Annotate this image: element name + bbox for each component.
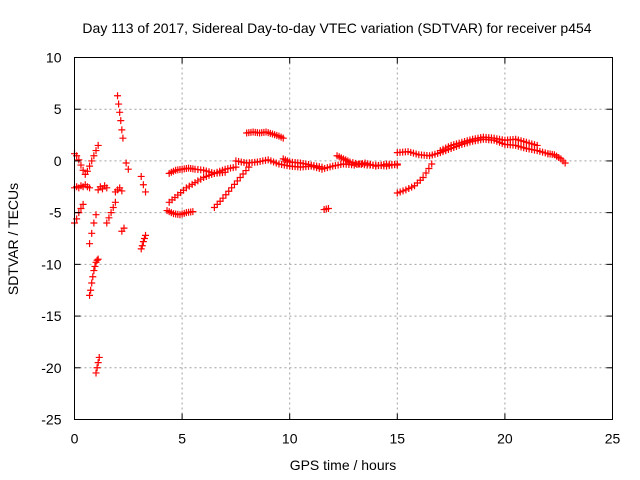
x-tick-label: 0 <box>71 431 79 447</box>
data-point-track-aa <box>533 141 541 149</box>
data-point-track-h <box>103 184 111 192</box>
data-point-track-i <box>111 198 119 206</box>
data-point-track-f <box>88 229 96 237</box>
data-point-track-l <box>120 224 128 232</box>
y-tick-label: 10 <box>46 50 62 66</box>
data-point-track-j <box>116 108 124 116</box>
data-point-track-f <box>92 211 100 219</box>
y-tick-label: 5 <box>54 101 62 117</box>
data-point-track-a <box>75 156 83 164</box>
x-tick-label: 10 <box>282 431 298 447</box>
data-point-track-ab <box>561 159 569 167</box>
data-point-track-i <box>107 209 115 217</box>
data-point-track-e <box>87 286 95 294</box>
grid-layer <box>74 57 613 420</box>
data-point-track-n <box>139 181 147 189</box>
data-point-track-m <box>124 165 132 173</box>
data-point-track-y <box>428 160 436 168</box>
data-point-track-o <box>140 235 148 242</box>
y-tick-label: -15 <box>41 308 61 324</box>
data-point-track-j <box>119 134 127 142</box>
data-point-track-e <box>89 273 97 281</box>
data-point-track-e <box>93 256 101 264</box>
data-point-track-d <box>88 157 96 165</box>
data-point-track-p <box>189 208 197 216</box>
data-point-track-e <box>90 267 98 275</box>
data-point-track-o <box>138 242 146 250</box>
data-point-track-c <box>79 200 87 208</box>
data-point-track-a <box>77 161 85 169</box>
data-point-track-g <box>94 359 102 367</box>
data-point-track-c <box>77 205 85 213</box>
data-point-track-k <box>118 187 126 195</box>
data-point-track-g <box>93 364 101 372</box>
data-point-track-a <box>79 166 87 174</box>
ticks-layer: 0 5 10 15 20 25 -25 -20 -15 -10 -5 0 5 10 <box>41 50 620 447</box>
data-point-track-n <box>142 188 150 196</box>
data-point-track-e <box>88 279 96 287</box>
x-axis-label: GPS time / hours <box>290 457 397 473</box>
data-point-track-j <box>114 92 122 100</box>
data-point-track-t <box>279 134 287 142</box>
x-tick-label: 25 <box>605 431 621 447</box>
data-point-track-y <box>419 173 427 181</box>
y-tick-label: -20 <box>41 360 61 376</box>
data-point-track-j <box>118 126 126 134</box>
data-point-track-y <box>425 165 433 173</box>
data-point-track-f <box>90 219 98 227</box>
data-point-track-d <box>90 152 98 160</box>
data-point-track-e <box>91 262 99 270</box>
data-point-track-d <box>94 141 102 149</box>
data-point-track-x <box>393 160 401 168</box>
data-point-track-i <box>105 214 113 222</box>
x-tick-label: 15 <box>390 431 406 447</box>
y-tick-label: -25 <box>41 412 61 428</box>
data-point-track-y <box>422 169 430 177</box>
plot-frame <box>74 57 613 420</box>
data-point-track-q <box>232 163 240 171</box>
y-tick-label: -10 <box>41 256 61 272</box>
data-point-track-d <box>86 162 94 170</box>
data-point-track-f <box>86 240 94 248</box>
x-tick-label: 20 <box>497 431 513 447</box>
data-point-track-e <box>94 255 102 263</box>
data-point-track-i <box>109 203 117 211</box>
data-point-track-j <box>117 117 125 125</box>
data-point-track-w <box>324 205 332 213</box>
data-point-track-j <box>115 100 123 108</box>
data-point-track-e <box>86 291 94 299</box>
data-point-track-i <box>103 219 111 227</box>
data-point-track-n <box>137 172 145 180</box>
data-point-track-g <box>92 369 100 377</box>
data-point-track-v <box>318 163 326 171</box>
y-tick-label: 0 <box>54 153 62 169</box>
x-tick-label: 5 <box>178 431 186 447</box>
data-point-track-d <box>92 147 100 155</box>
points-layer <box>71 92 569 377</box>
data-point-track-m <box>122 159 130 167</box>
data-point-track-r <box>221 168 229 176</box>
data-point-track-d <box>83 167 91 175</box>
y-axis-label: SDTVAR / TECUs <box>5 183 21 295</box>
data-point-track-o <box>142 231 150 239</box>
data-point-track-o <box>137 245 145 253</box>
data-point-track-b <box>86 184 94 192</box>
chart-title: Day 113 of 2017, Sidereal Day-to-day VTE… <box>82 20 591 36</box>
data-point-track-o <box>139 238 147 246</box>
data-point-track-g <box>95 353 103 361</box>
y-tick-label: -5 <box>49 205 62 221</box>
